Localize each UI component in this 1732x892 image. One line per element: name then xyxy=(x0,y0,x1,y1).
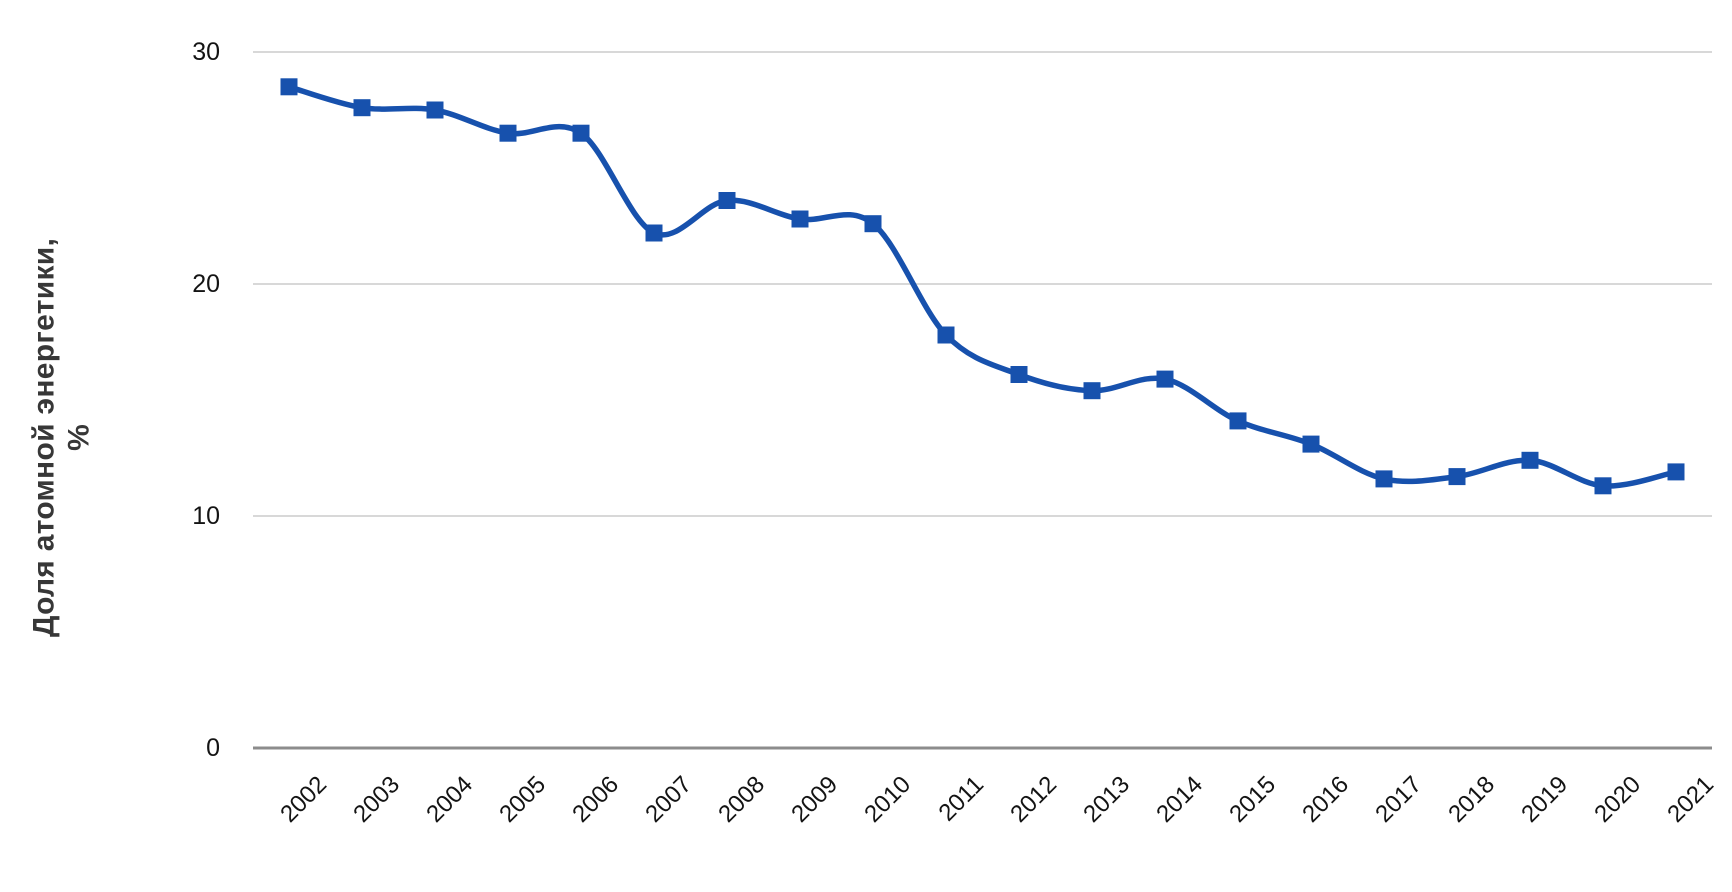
data-point-2003 xyxy=(353,99,371,117)
data-point-2015 xyxy=(1229,412,1247,430)
data-point-2007 xyxy=(645,224,663,242)
y-tick-label-10: 10 xyxy=(192,502,220,530)
data-point-2004 xyxy=(426,101,444,119)
y-tick-label-30: 30 xyxy=(192,38,220,66)
data-point-2002 xyxy=(280,78,298,96)
y-tick-label-0: 0 xyxy=(206,734,220,762)
data-point-2011 xyxy=(937,326,955,344)
data-point-2018 xyxy=(1448,468,1466,486)
data-point-2010 xyxy=(864,215,882,233)
data-point-2016 xyxy=(1302,435,1320,453)
data-point-2006 xyxy=(572,124,590,142)
data-point-2008 xyxy=(718,192,736,209)
data-point-2019 xyxy=(1521,451,1539,469)
data-point-2014 xyxy=(1156,370,1174,388)
data-point-2013 xyxy=(1083,382,1101,400)
data-point-2005 xyxy=(499,124,517,142)
data-point-2009 xyxy=(791,210,809,228)
data-point-2012 xyxy=(1010,366,1028,383)
y-tick-label-20: 20 xyxy=(192,270,220,298)
series-line-Доля атомной энергетики, % xyxy=(286,84,1679,489)
data-point-2021 xyxy=(1667,463,1685,481)
data-point-2017 xyxy=(1375,470,1393,488)
data-point-2020 xyxy=(1594,477,1612,495)
